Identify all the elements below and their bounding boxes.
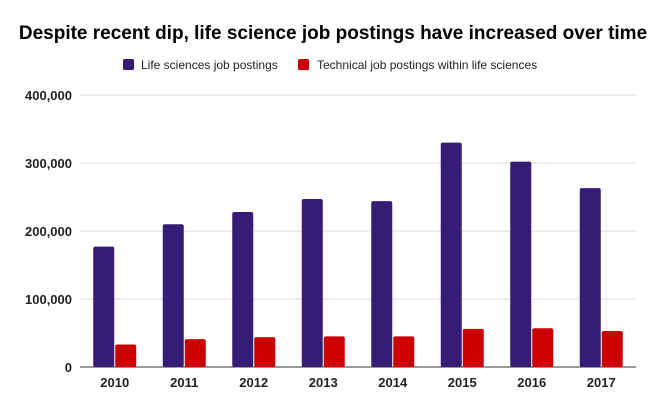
x-tick-label: 2017 — [587, 375, 616, 390]
legend-swatch-technical — [298, 59, 309, 70]
x-tick-label: 2014 — [378, 375, 408, 390]
x-tick-label: 2011 — [170, 375, 198, 390]
y-tick-label: 200,000 — [25, 224, 72, 239]
bar-life-sciences-2017 — [579, 188, 601, 367]
legend-label-technical: Technical job postings within life scien… — [317, 58, 537, 72]
bar-technical-2015 — [462, 328, 484, 367]
bar-technical-2017 — [601, 330, 623, 367]
legend: Life sciences job postings Technical job… — [123, 58, 537, 72]
bars — [93, 142, 623, 367]
x-axis-ticks: 2010 2011 2012 2013 2014 2015 2016 2017 — [100, 375, 615, 390]
bar-life-sciences-2015 — [440, 142, 462, 367]
y-tick-label: 400,000 — [25, 88, 72, 103]
x-tick-label: 2012 — [239, 375, 268, 390]
x-tick-label: 2010 — [100, 375, 129, 390]
bar-life-sciences-2014 — [371, 201, 393, 367]
bar-life-sciences-2013 — [301, 199, 323, 367]
y-axis-ticks: 0 100,000 200,000 300,000 400,000 — [25, 88, 72, 375]
legend-swatch-life-sciences — [123, 59, 134, 70]
bar-technical-2014 — [393, 336, 415, 367]
y-tick-label: 100,000 — [25, 292, 72, 307]
y-tick-label: 0 — [65, 360, 72, 375]
bar-technical-2016 — [532, 328, 554, 367]
chart-title: Despite recent dip, life science job pos… — [19, 23, 647, 44]
bar-life-sciences-2010 — [93, 246, 115, 367]
x-tick-label: 2016 — [517, 375, 546, 390]
bar-life-sciences-2011 — [162, 224, 184, 367]
y-tick-label: 300,000 — [25, 156, 72, 171]
bar-technical-2012 — [254, 337, 276, 367]
x-tick-label: 2013 — [309, 375, 338, 390]
x-tick-label: 2015 — [448, 375, 477, 390]
bar-life-sciences-2012 — [232, 211, 254, 367]
bar-technical-2013 — [323, 336, 345, 367]
bar-life-sciences-2016 — [510, 161, 532, 367]
bar-technical-2011 — [184, 339, 206, 367]
legend-label-life-sciences: Life sciences job postings — [141, 58, 278, 72]
bar-technical-2010 — [115, 344, 137, 367]
